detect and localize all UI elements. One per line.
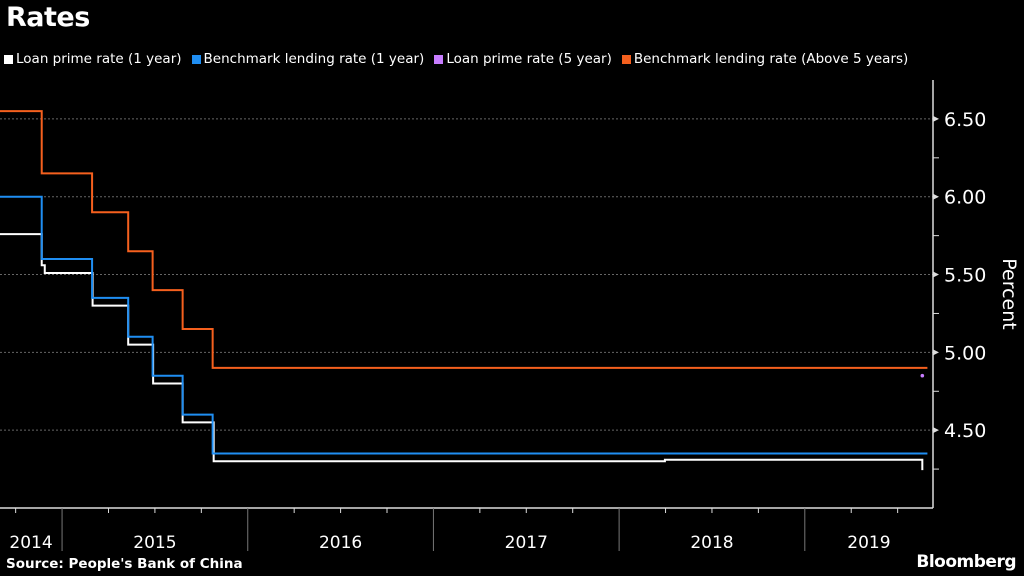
chart-title: Rates bbox=[6, 2, 90, 33]
x-tick-label: 2014 bbox=[9, 533, 52, 553]
x-tick-label: 2016 bbox=[319, 533, 362, 553]
series-line bbox=[0, 233, 924, 471]
x-tick-label: 2019 bbox=[847, 533, 890, 553]
y-tick-label: 5.50 bbox=[944, 265, 986, 287]
legend-item: Benchmark lending rate (1 year) bbox=[191, 51, 425, 67]
legend-label: Loan prime rate (5 year) bbox=[446, 51, 612, 67]
legend-swatch bbox=[434, 54, 444, 64]
x-tick-label: 2018 bbox=[690, 533, 733, 553]
legend-item: Loan prime rate (5 year) bbox=[434, 51, 612, 67]
y-tick bbox=[933, 271, 939, 278]
x-tick-label: 2017 bbox=[505, 533, 548, 553]
y-tick bbox=[933, 427, 939, 434]
data-point bbox=[920, 373, 925, 378]
y-tick bbox=[933, 193, 939, 200]
y-tick-label: 6.50 bbox=[944, 109, 986, 131]
legend: Loan prime rate (1 year) Benchmark lendin… bbox=[4, 51, 908, 67]
y-tick-label: 6.00 bbox=[944, 187, 986, 209]
y-tick-label: 5.00 bbox=[944, 342, 986, 364]
legend-label: Benchmark lending rate (1 year) bbox=[203, 51, 425, 67]
y-tick-label: 4.50 bbox=[944, 420, 986, 442]
y-axis-label: Percent bbox=[998, 258, 1020, 330]
legend-swatch bbox=[4, 54, 13, 64]
legend-label: Benchmark lending rate (Above 5 years) bbox=[633, 51, 909, 67]
x-tick-label: 2015 bbox=[133, 533, 176, 553]
y-tick bbox=[933, 115, 939, 122]
y-tick bbox=[933, 349, 939, 356]
legend-item: Benchmark lending rate (Above 5 years) bbox=[621, 51, 909, 67]
legend-swatch bbox=[191, 54, 201, 64]
legend-item: Loan prime rate (1 year) bbox=[4, 51, 182, 67]
bloomberg-logo: Bloomberg bbox=[916, 552, 1016, 572]
series-line bbox=[0, 110, 928, 369]
legend-swatch bbox=[621, 54, 631, 64]
source-note: Source: People's Bank of China bbox=[6, 556, 243, 572]
series-line bbox=[0, 195, 928, 455]
legend-label: Loan prime rate (1 year) bbox=[16, 51, 182, 67]
